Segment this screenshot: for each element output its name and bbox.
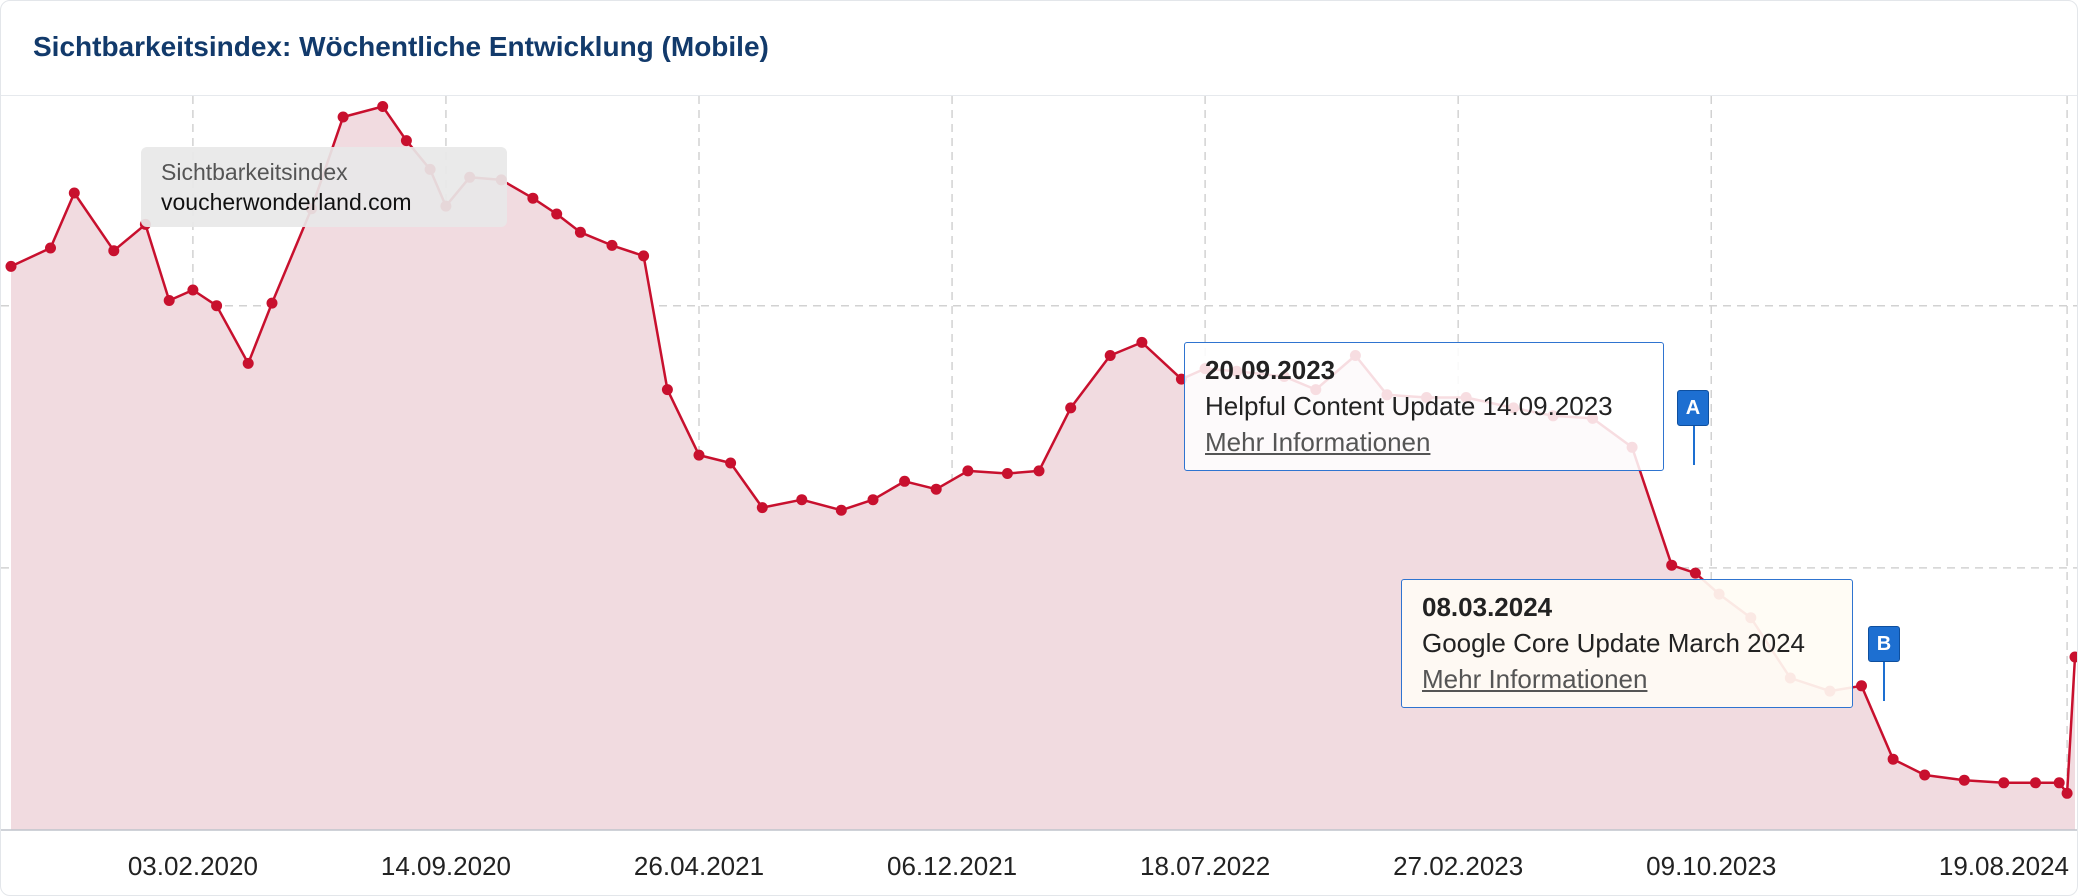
data-point: [606, 239, 618, 251]
event-date: 20.09.2023: [1205, 355, 1336, 385]
data-point: [1919, 769, 1931, 781]
data-point: [1689, 567, 1701, 579]
data-point: [527, 192, 539, 204]
event-flag-a[interactable]: A: [1677, 390, 1709, 426]
chart-title: Sichtbarkeitsindex: Wöchentliche Entwick…: [33, 31, 769, 62]
series-tooltip-domain: voucherwonderland.com: [161, 189, 412, 215]
data-point: [187, 284, 199, 296]
data-point: [1065, 402, 1077, 414]
data-point: [756, 502, 768, 514]
data-point: [5, 260, 17, 272]
data-point: [242, 357, 254, 369]
x-tick-label: 27.02.2023: [1393, 851, 1523, 881]
data-point: [693, 449, 705, 461]
data-point: [867, 494, 879, 506]
more-info-link[interactable]: Mehr Informationen: [1422, 664, 1648, 694]
data-point: [638, 250, 650, 262]
data-point: [962, 465, 974, 477]
data-point: [2053, 777, 2065, 789]
data-point: [163, 295, 175, 306]
x-tick-label: 03.02.2020: [128, 851, 258, 881]
event-flag-b[interactable]: B: [1868, 626, 1900, 662]
data-point: [1001, 468, 1013, 479]
data-point: [2061, 787, 2073, 799]
data-point: [661, 384, 673, 396]
flag-a-stem: [1693, 425, 1695, 465]
data-point: [337, 111, 349, 123]
data-point: [1033, 465, 1045, 477]
data-point: [68, 187, 80, 199]
x-tick-label: 06.12.2021: [887, 851, 1017, 881]
x-tick-label: 14.09.2020: [381, 851, 511, 881]
data-point: [930, 483, 942, 495]
data-point: [574, 226, 586, 238]
data-point: [377, 101, 389, 112]
data-point: [1136, 336, 1148, 348]
data-point: [400, 135, 412, 147]
data-point: [1666, 559, 1678, 571]
data-point: [211, 300, 223, 312]
data-point: [1887, 753, 1899, 765]
data-point: [1958, 774, 1970, 786]
event-name: Google Core Update March 2024: [1422, 628, 1806, 658]
data-point: [1998, 777, 2010, 789]
x-tick-label: 09.10.2023: [1646, 851, 1776, 881]
x-tick-label: 19.08.2024: [1939, 851, 2069, 881]
data-point: [1856, 680, 1867, 692]
data-point: [2030, 777, 2041, 789]
data-point: [796, 494, 808, 506]
series-tooltip: Sichtbarkeitsindex voucherwonderland.com: [141, 147, 507, 227]
data-point: [266, 297, 278, 309]
card-header: Sichtbarkeitsindex: Wöchentliche Entwick…: [1, 1, 2077, 96]
data-point: [835, 504, 847, 516]
flag-b-stem: [1883, 661, 1885, 701]
data-point: [108, 245, 120, 257]
series-tooltip-label: Sichtbarkeitsindex: [161, 159, 348, 185]
event-tooltip-a: 20.09.2023 Helpful Content Update 14.09.…: [1184, 342, 1664, 471]
event-tooltip-b: 08.03.2024 Google Core Update March 2024…: [1401, 579, 1853, 708]
event-name: Helpful Content Update 14.09.2023: [1205, 391, 1613, 421]
x-tick-label: 18.07.2022: [1140, 851, 1270, 881]
data-point: [551, 208, 563, 220]
event-date: 08.03.2024: [1422, 592, 1553, 622]
data-point: [899, 475, 911, 487]
data-point: [1104, 350, 1116, 361]
more-info-link[interactable]: Mehr Informationen: [1205, 427, 1431, 457]
x-tick-label: 26.04.2021: [634, 851, 764, 881]
data-point: [45, 242, 56, 254]
data-point: [725, 457, 737, 469]
data-point: [2069, 651, 2077, 663]
